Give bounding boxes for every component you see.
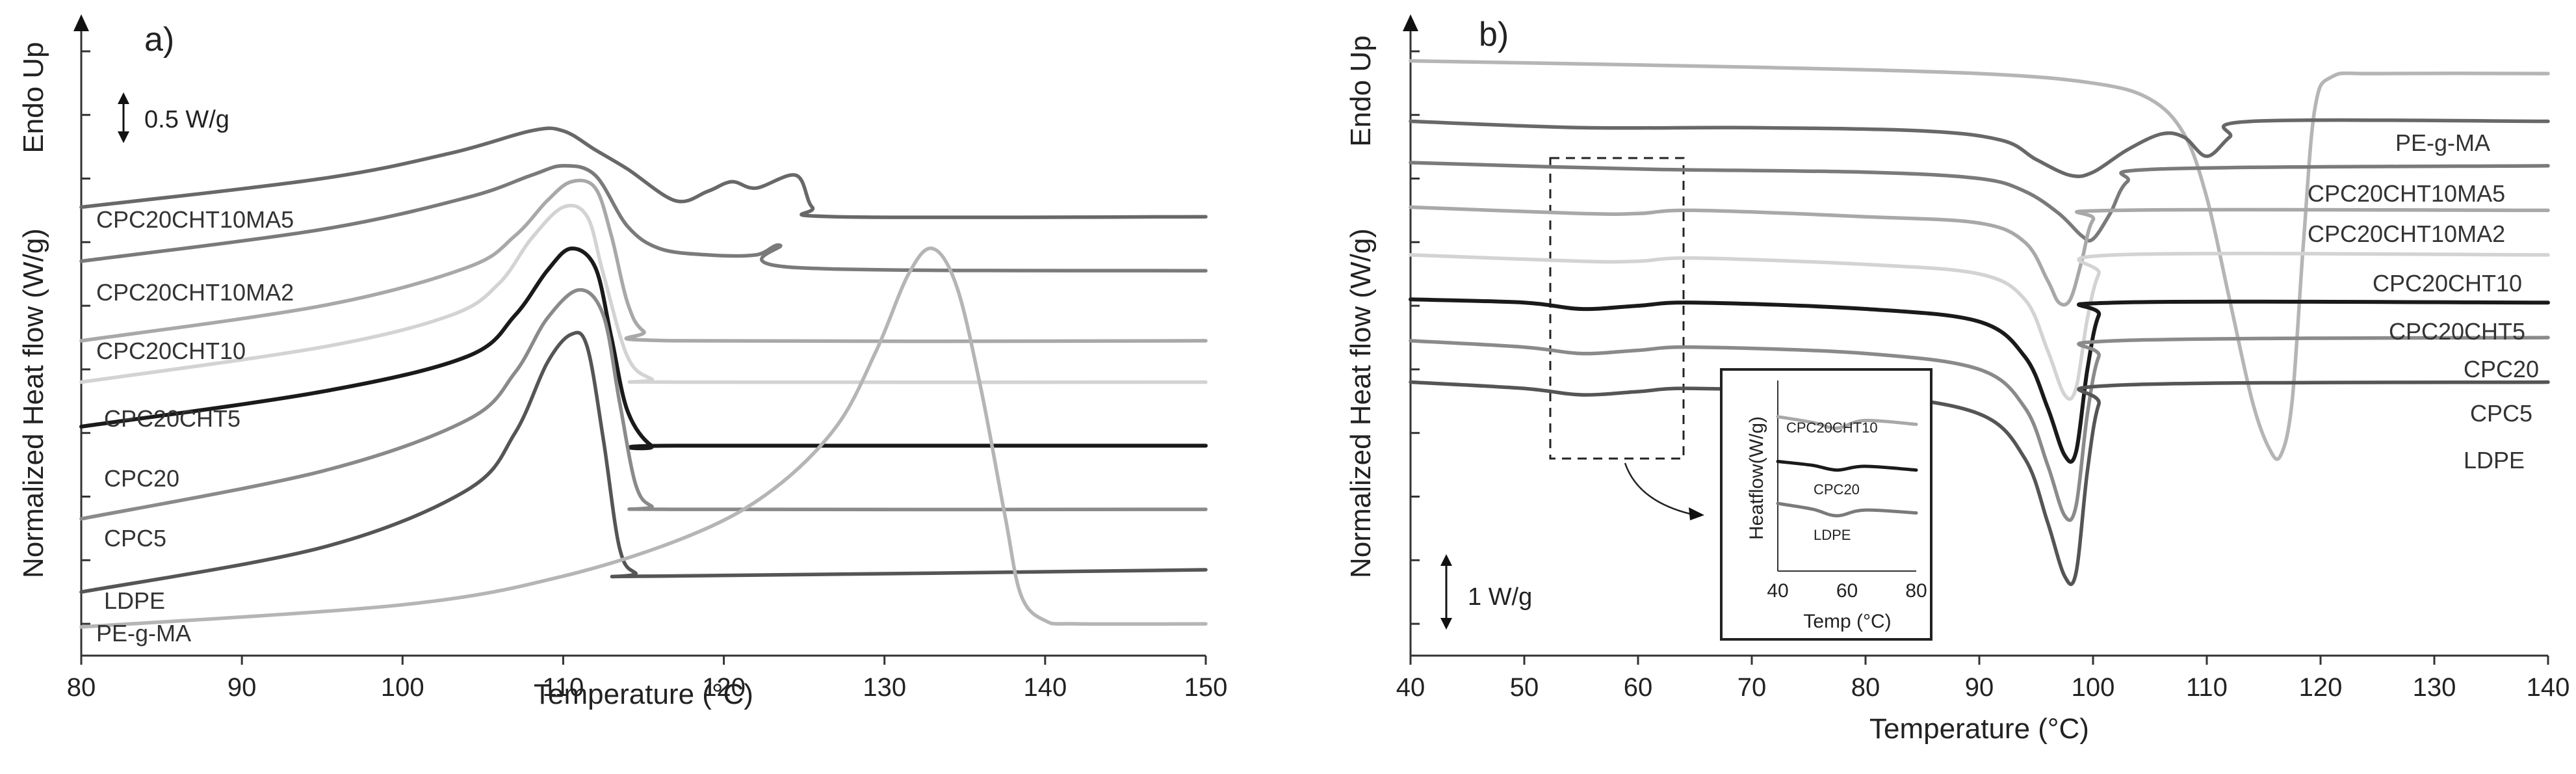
inset-series-ldpe [1776, 501, 1918, 518]
inset-label-ldpe: LDPE [1814, 527, 1851, 543]
panel-a-y-ticks [81, 50, 90, 625]
panel-b-x-tick-labels: 40 50 60 70 80 90 100 110 120 130 140 [1396, 673, 2570, 702]
inset-label-cpc20cht10: CPC20CHT10 [1786, 420, 1878, 436]
inset-x-tick-label: 40 [1767, 580, 1788, 602]
panel-b-series-cpc20cht10 [1409, 205, 2550, 307]
panel-b-y-ticks [1411, 50, 1420, 625]
panel-b-zoom-region [1549, 157, 1685, 460]
inset-x-tick-label: 80 [1905, 580, 1927, 602]
panel-a-series-cpc20cht10ma5 [79, 126, 1208, 220]
panel-a-x-tick-label: 120 [702, 673, 746, 702]
panel-b-label-cpc20cht10ma2: CPC20CHT10MA2 [2308, 220, 2505, 247]
panel-b-scale-label: 1 W/g [1468, 583, 1532, 611]
panel-b-zoom-connector [1624, 462, 1691, 515]
panel-b-x-tick-label: 70 [1737, 673, 1767, 702]
panel-a-scale-label: 0.5 W/g [144, 106, 229, 133]
panel-b-x-tick-label: 90 [1965, 673, 1994, 702]
panel-a-series-cpc5 [79, 287, 1208, 521]
panel-b-x-tick-label: 50 [1510, 673, 1539, 702]
panel-a-label-pe-g-ma: PE-g-MA [96, 620, 191, 647]
panel-b-series [1409, 59, 2550, 587]
panel-b-label-pe-g-ma: PE-g-MA [2395, 129, 2490, 156]
panel-b-label: b) [1479, 16, 1509, 53]
panel-a-label: a) [144, 21, 174, 59]
panel-a-x-tick-label: 110 [543, 673, 584, 702]
panel-a-series-cpc20cht10ma2 [79, 164, 1208, 273]
panel-b-label-ldpe: LDPE [2464, 447, 2525, 474]
panel-a-x-tick-label: 150 [1184, 673, 1228, 702]
panel-b-series-cpc5 [1409, 336, 2550, 522]
panel-b-x-title: Temperature (°C) [1869, 713, 2089, 745]
panel-b-label-cpc20cht10: CPC20CHT10 [2373, 270, 2522, 297]
panel-b-label-cpc20cht5: CPC20CHT5 [2389, 318, 2525, 345]
panel-b-x-tick-label: 130 [2413, 673, 2456, 702]
inset-series-cpc20 [1776, 460, 1918, 472]
panel-b-y-title: Normalized Heat flow (W/g) [1345, 228, 1377, 578]
panel-a: a) 80 90 100 110 120 130 140 150 Temperature (°… [18, 14, 1227, 710]
panel-a-series-cpc20 [79, 247, 1208, 451]
panel-a-label-cpc20: CPC20 [104, 465, 179, 492]
panel-a-label-cpc5: CPC5 [104, 525, 166, 552]
panel-a-series-ldpe [79, 330, 1208, 594]
inset-x-tick-label: 60 [1836, 580, 1858, 602]
panel-a-label-cpc20cht10ma5: CPC20CHT10MA5 [96, 206, 294, 233]
panel-a-label-ldpe: LDPE [104, 587, 165, 614]
panel-b-label-cpc20cht10ma5: CPC20CHT10MA5 [2308, 180, 2505, 207]
panel-a-series-cpc20cht5 [79, 204, 1208, 384]
panel-b-series-ldpe [1409, 380, 2550, 587]
panel-a-y-title: Normalized Heat flow (W/g) [18, 228, 49, 578]
panel-b-x-tick-label: 80 [1851, 673, 1880, 702]
inset-label-cpc20: CPC20 [1814, 481, 1860, 498]
panel-a-endo-label: Endo Up [18, 42, 49, 153]
panel-b-endo-label: Endo Up [1345, 35, 1377, 146]
panel-b-x-tick-label: 100 [2072, 673, 2115, 702]
panel-a-series [79, 126, 1208, 629]
panel-a-x-tick-label: 100 [381, 673, 424, 702]
panel-a-endo-arrow-icon [73, 14, 89, 31]
panel-a-label-cpc20cht10: CPC20CHT10 [96, 338, 246, 364]
panel-b-series-cpc20 [1409, 297, 2550, 464]
inset-series-cpc20cht10 [1776, 415, 1918, 430]
panel-b-zoom-arrow-icon [1689, 507, 1704, 520]
panel-a-x-tick-labels: 80 90 100 110 120 130 140 150 [67, 673, 1228, 702]
panel-b-x-tick-label: 120 [2299, 673, 2343, 702]
panel-b-x-tick-label: 110 [2186, 673, 2228, 702]
panel-b-x-tick-label: 40 [1396, 673, 1425, 702]
panel-b-series-cpc20cht5 [1409, 251, 2550, 401]
panel-a-x-tick-label: 140 [1023, 673, 1067, 702]
panel-b: b) 40 50 60 70 80 90 100 110 120 130 140 Temperatu… [1345, 14, 2569, 745]
panel-a-label-cpc20cht10ma2: CPC20CHT10MA2 [96, 279, 294, 306]
inset-x-title: Temp (°C) [1803, 611, 1891, 632]
panel-a-x-tick-label: 80 [67, 673, 96, 702]
inset-series [1776, 415, 1918, 518]
panel-b-label-cpc20: CPC20 [2464, 356, 2539, 382]
inset-y-title: Heatflow(W/g) [1746, 416, 1767, 540]
panel-a-series-pe-g-ma [79, 247, 1208, 629]
panel-b-label-cpc5: CPC5 [2470, 400, 2532, 427]
panel-a-x-ticks [80, 656, 1207, 665]
panel-b-series-cpc20cht10ma5 [1409, 118, 2550, 178]
inset-x-tick-labels: 40 60 80 [1767, 580, 1927, 602]
panel-a-x-title: Temperature (°C) [534, 678, 753, 710]
panel-a-label-cpc20cht5: CPC20CHT5 [104, 405, 241, 432]
panel-b-series-cpc20cht10ma2 [1409, 161, 2550, 243]
panel-b-x-tick-label: 140 [2527, 673, 2570, 702]
panel-a-scale-bar: 0.5 W/g [118, 92, 229, 143]
panel-a-series-cpc20cht10 [79, 178, 1208, 343]
inset-frame [1720, 368, 1932, 641]
panel-b-scale-bar: 1 W/g [1440, 554, 1532, 630]
panel-b-x-ticks [1409, 656, 2549, 665]
panel-a-x-tick-label: 90 [228, 673, 257, 702]
panel-a-x-tick-label: 130 [863, 673, 906, 702]
panel-b-inset: 40 60 80 Temp (°C) Heatflow(W/g) CPC20CHT1… [1720, 368, 1932, 641]
panel-b-x-tick-label: 60 [1624, 673, 1653, 702]
panel-b-endo-arrow-icon [1403, 14, 1418, 31]
panel-b-series-pe-g-ma [1409, 59, 2550, 461]
